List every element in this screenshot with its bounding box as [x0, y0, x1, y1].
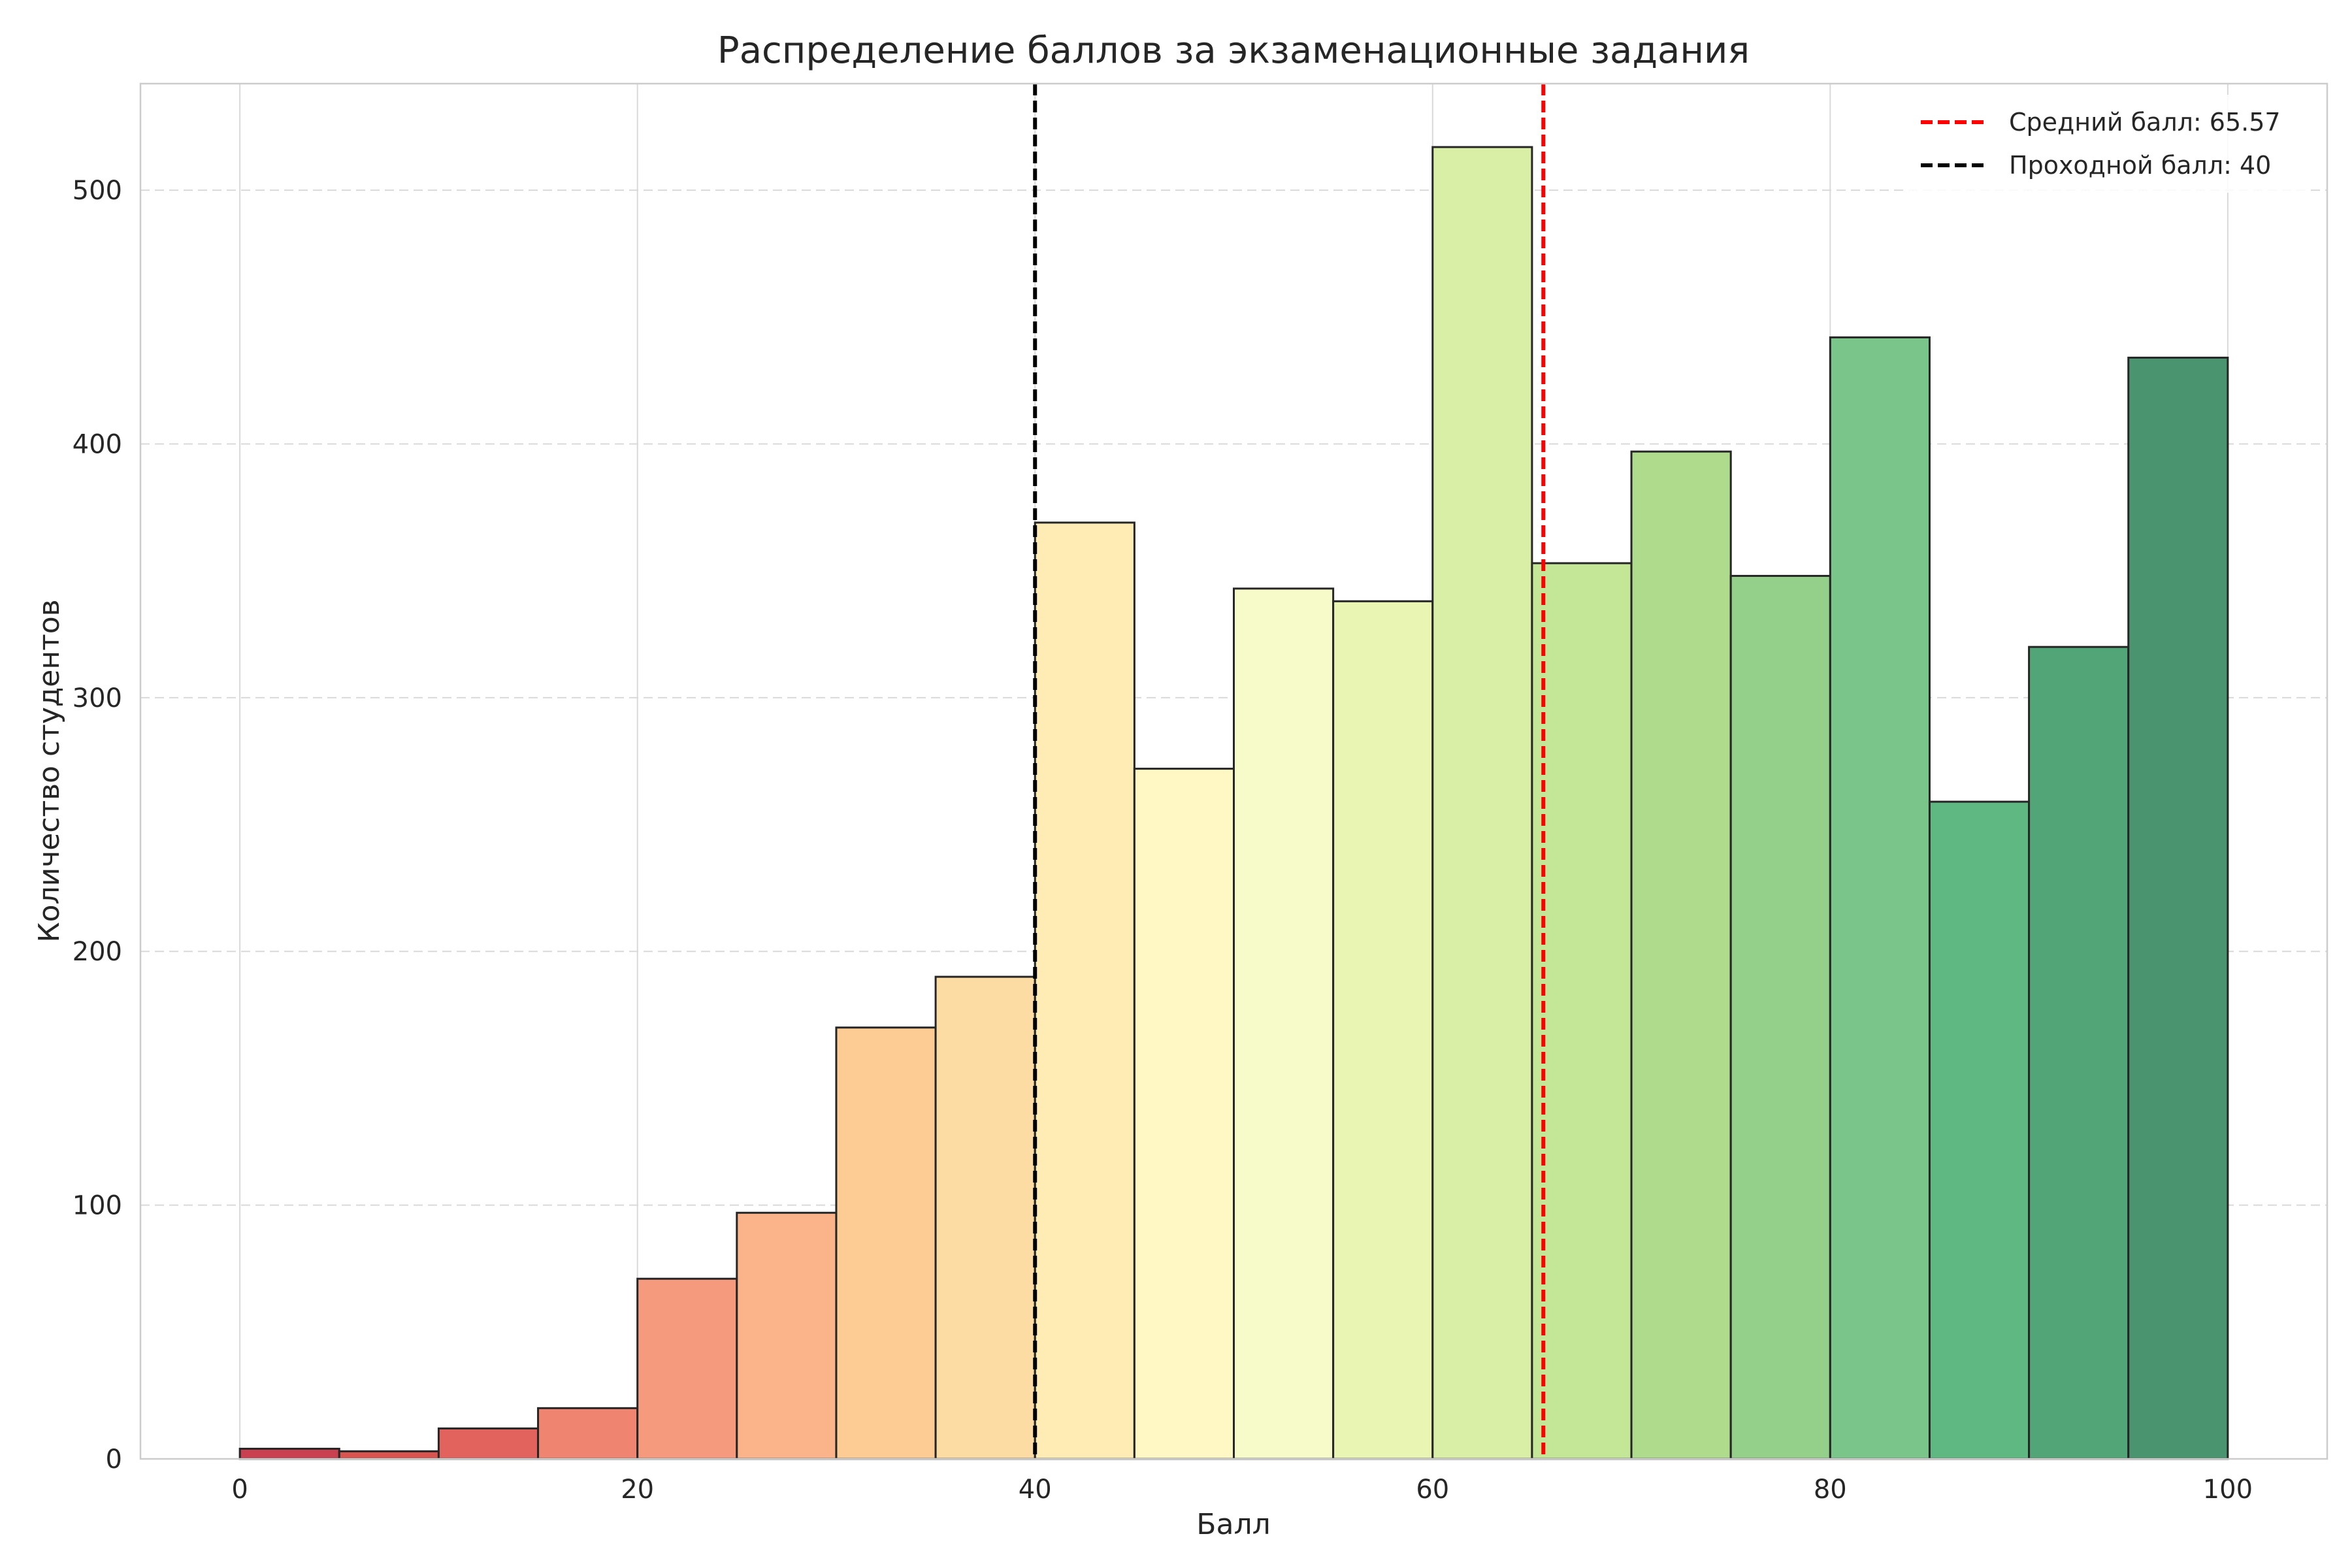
x-tick-label: 20 [621, 1475, 654, 1505]
x-axis-label: Балл [1196, 1508, 1270, 1541]
histogram-bar [1431, 146, 1533, 1460]
histogram-bar [1133, 768, 1235, 1460]
legend-label-mean: Средний балл: 65.57 [2009, 108, 2281, 137]
reference-lines [1033, 84, 1546, 1459]
histogram-bar [1034, 521, 1135, 1460]
histogram-bar [934, 975, 1036, 1460]
histogram-bar [2127, 356, 2229, 1460]
histogram-bar [1829, 336, 1931, 1460]
histogram-bar [1729, 574, 1831, 1460]
y-tick-label: 300 [73, 683, 122, 713]
x-tick-label: 60 [1416, 1475, 1449, 1505]
chart-title: Распределение баллов за экзаменационные … [717, 29, 1750, 72]
legend-box [1904, 95, 2310, 193]
x-tick-label: 100 [2203, 1475, 2253, 1505]
histogram-bar [238, 1447, 340, 1460]
histogram-bar [2028, 645, 2130, 1460]
histogram-bar [636, 1277, 738, 1460]
histogram-bar [537, 1407, 639, 1460]
histogram-bar [1928, 800, 2031, 1460]
legend-label-pass: Проходной балл: 40 [2009, 151, 2271, 180]
histogram-bar [1332, 600, 1434, 1460]
y-tick-label: 200 [73, 937, 122, 967]
plot-frame [139, 82, 2328, 1460]
y-tick-label: 400 [73, 429, 122, 459]
histogram-bars [238, 146, 2229, 1460]
histogram-bar [736, 1211, 838, 1460]
histogram-bar [1531, 562, 1633, 1460]
histogram-bar [835, 1026, 937, 1460]
x-tick-label: 0 [231, 1475, 248, 1505]
y-tick-label: 0 [106, 1445, 122, 1475]
y-tick-label: 100 [73, 1191, 122, 1221]
axis-ticks: 0 20 40 60 80 100 0 100 200 300 400 500 [73, 176, 2253, 1505]
histogram-bar [1233, 587, 1335, 1460]
x-tick-label: 80 [1814, 1475, 1847, 1505]
x-tick-label: 40 [1019, 1475, 1052, 1505]
y-axis-label: Количество студентов [33, 599, 66, 942]
histogram-bar [1630, 450, 1732, 1460]
histogram-bar [437, 1427, 540, 1460]
legend: Средний балл: 65.57 Проходной балл: 40 [1904, 95, 2310, 193]
histogram-bar [338, 1450, 440, 1460]
y-tick-label: 500 [73, 176, 122, 206]
